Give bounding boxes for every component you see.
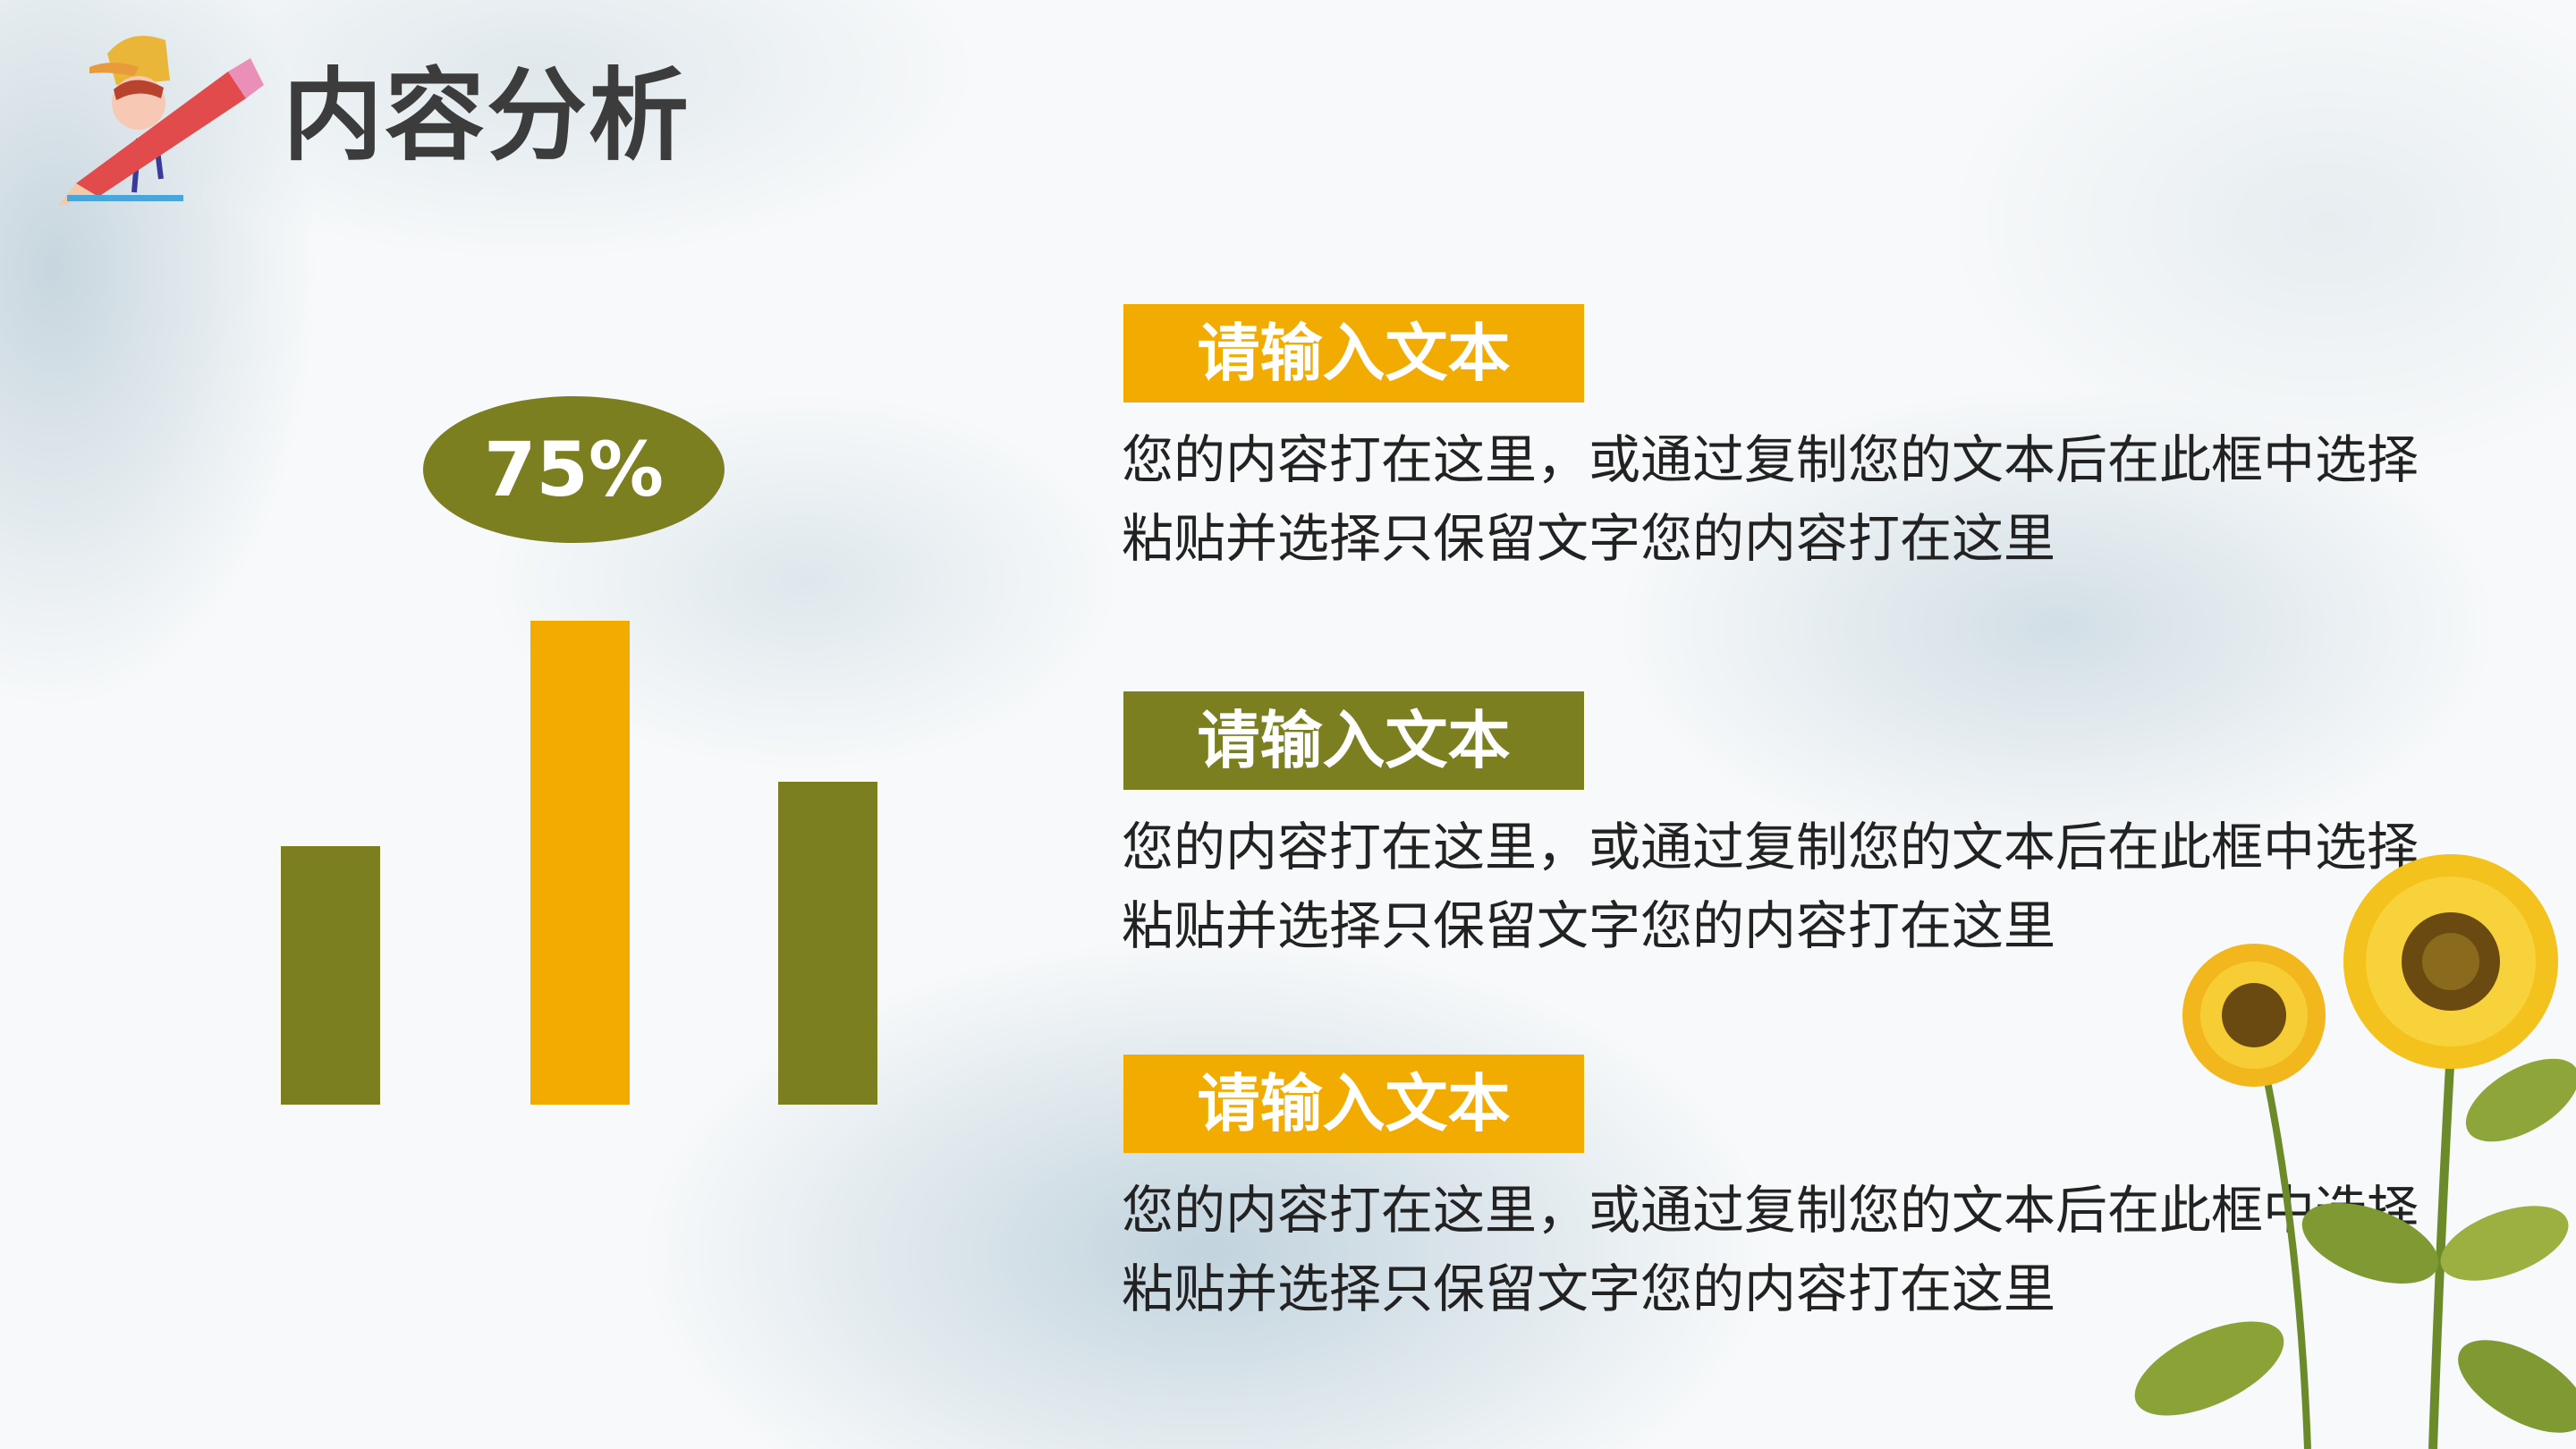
item-label-1: 请输入文本 bbox=[1123, 304, 1584, 402]
bar-2 bbox=[530, 621, 630, 1105]
bar-3 bbox=[778, 782, 877, 1105]
body-line: 粘贴并选择只保留文字您的内容打在这里 bbox=[1122, 895, 2056, 956]
item-body-2: 您的内容打在这里，或通过复制您的文本后在此框中选择 粘贴并选择只保留文字您的内容打… bbox=[1122, 808, 2517, 965]
item-label-3: 请输入文本 bbox=[1123, 1055, 1584, 1153]
bar-1 bbox=[281, 846, 380, 1105]
body-line: 粘贴并选择只保留文字您的内容打在这里 bbox=[1122, 1258, 2056, 1319]
item-body-3: 您的内容打在这里，或通过复制您的文本后在此框中选择 粘贴并选择只保留文字您的内容打… bbox=[1122, 1171, 2517, 1328]
item-body-1: 您的内容打在这里，或通过复制您的文本后在此框中选择 粘贴并选择只保留文字您的内容打… bbox=[1122, 420, 2517, 578]
body-line: 粘贴并选择只保留文字您的内容打在这里 bbox=[1122, 508, 2056, 569]
body-line: 您的内容打在这里，或通过复制您的文本后在此框中选择 bbox=[1122, 817, 2419, 877]
page-title: 内容分析 bbox=[283, 58, 691, 174]
body-line: 您的内容打在这里，或通过复制您的文本后在此框中选择 bbox=[1122, 1180, 2419, 1241]
item-label-2: 请输入文本 bbox=[1123, 691, 1584, 790]
data-label-bubble: 75% bbox=[423, 396, 724, 543]
boy-with-pencil-icon bbox=[58, 36, 264, 206]
body-line: 您的内容打在这里，或通过复制您的文本后在此框中选择 bbox=[1122, 429, 2419, 490]
sunflower-icon bbox=[2134, 854, 2576, 1449]
